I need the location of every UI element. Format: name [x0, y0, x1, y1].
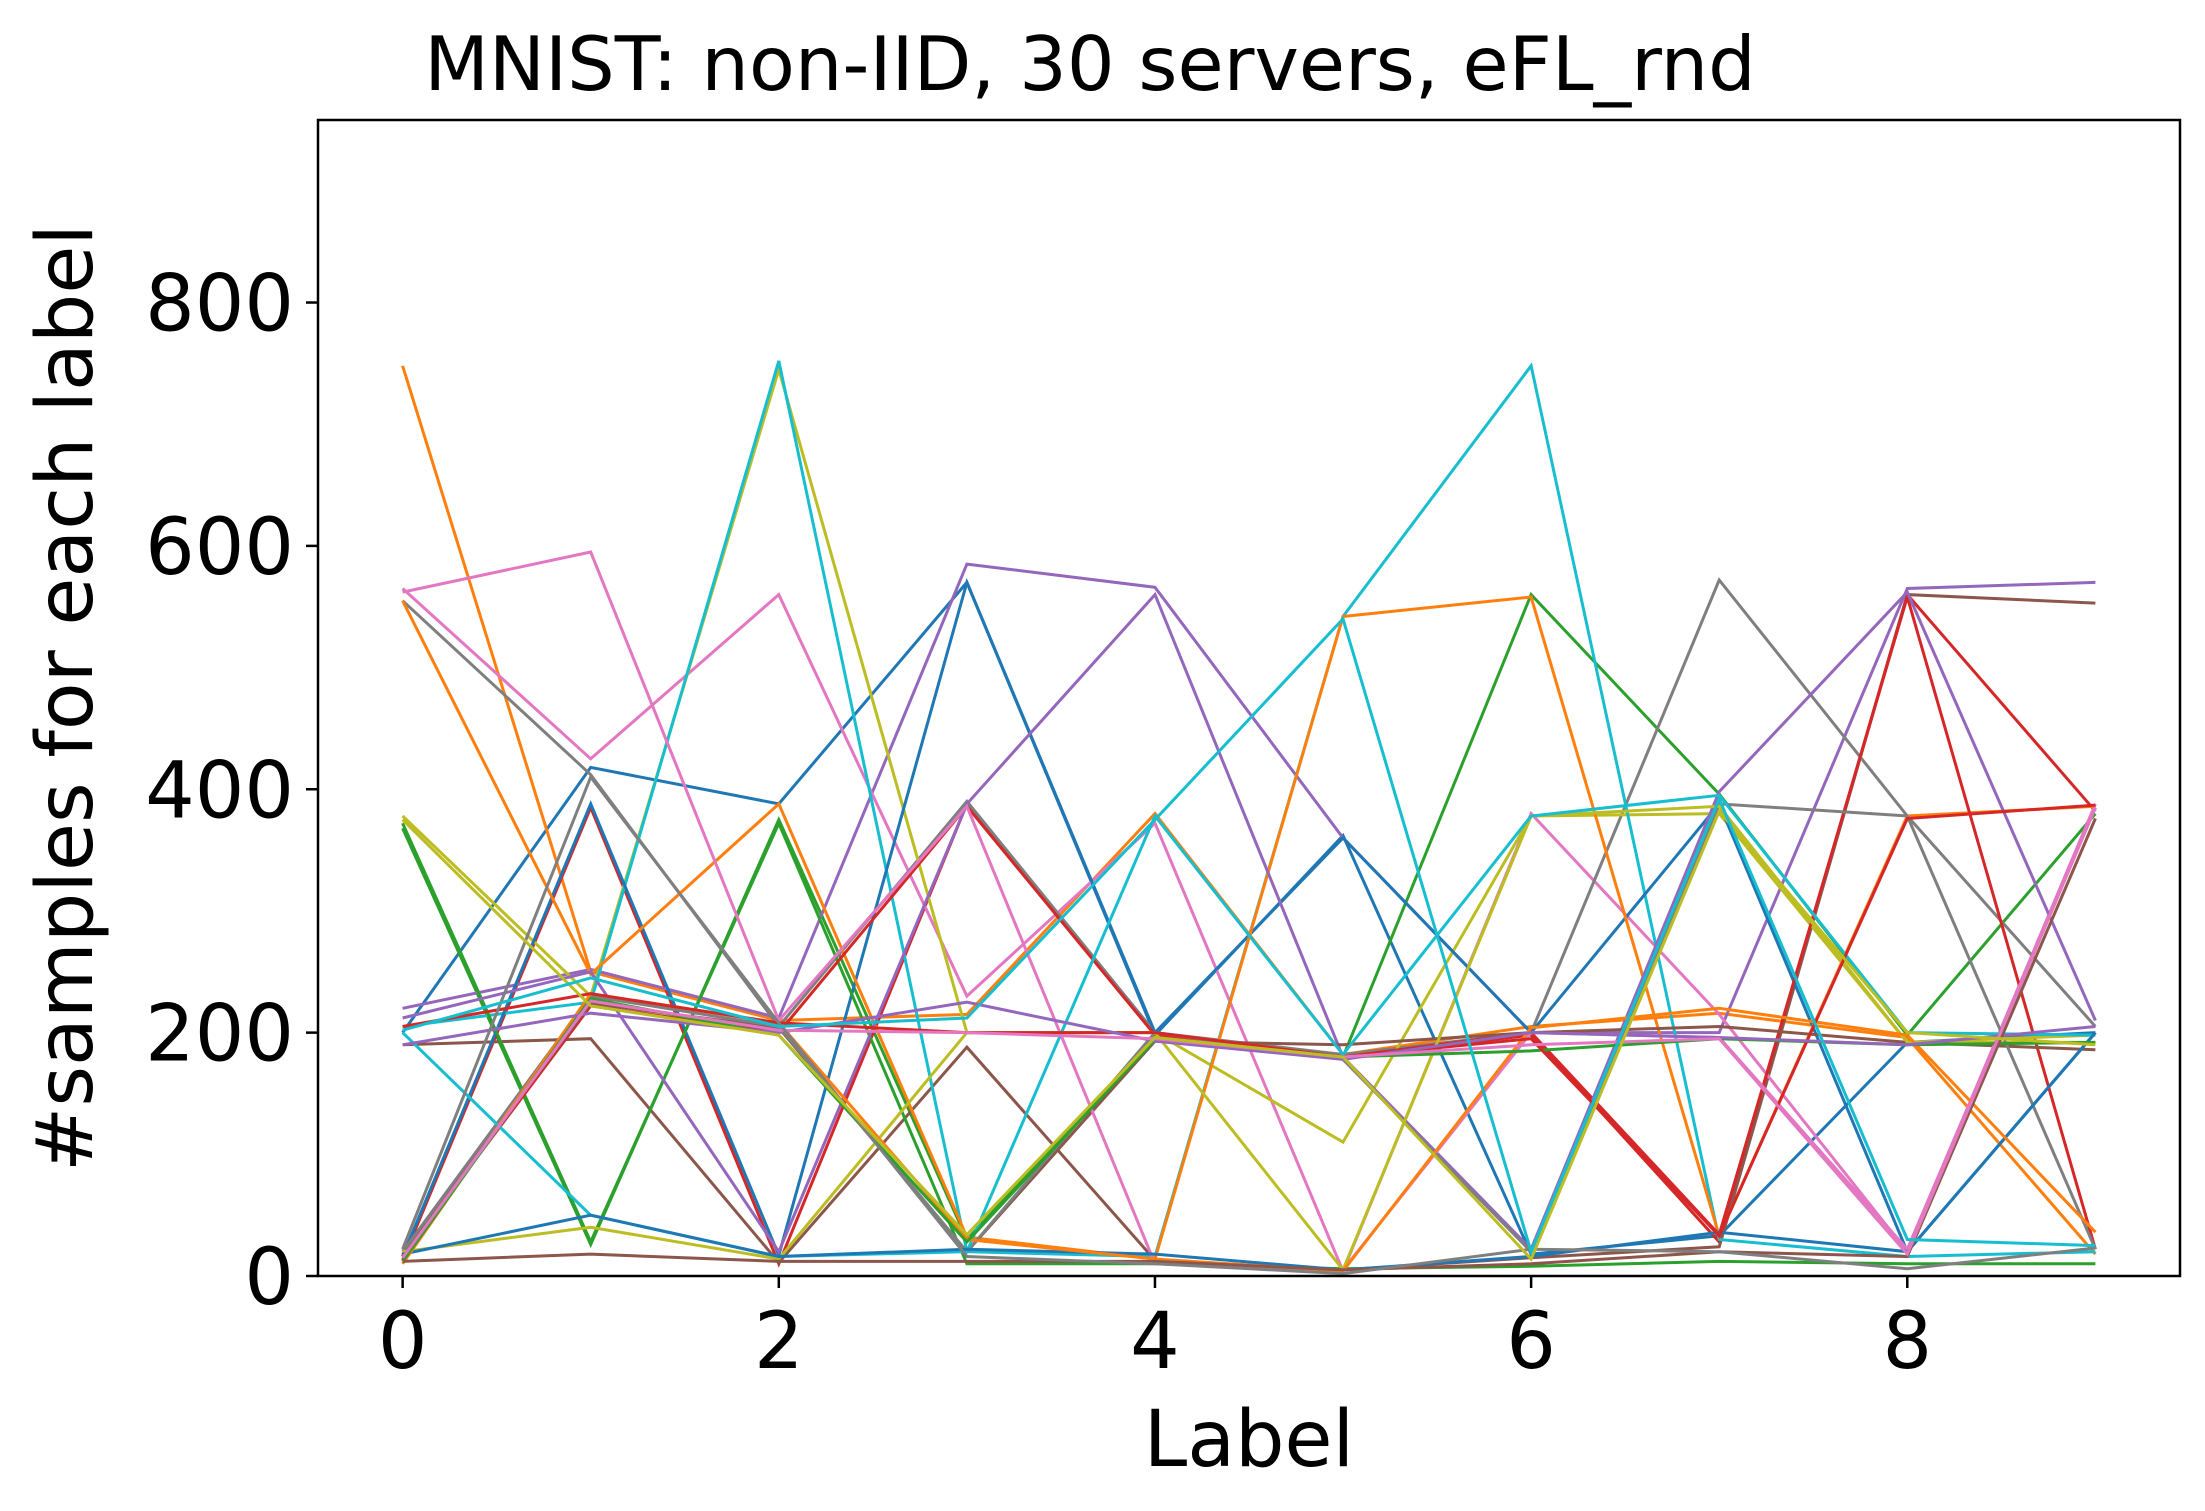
series-line-15: [402, 589, 2097, 1255]
plot-frame: [316, 118, 2182, 1278]
y-axis: 0 200 400 600 800: [145, 260, 318, 1323]
series-layer: [401, 360, 2097, 1276]
x-tick-label: 4: [1130, 1297, 1180, 1387]
series-line-19: [402, 804, 2096, 1273]
series-line-25: [402, 1000, 2096, 1061]
x-axis: 0 2 4 6 8: [378, 1276, 1932, 1387]
x-tick-label: 0: [378, 1297, 428, 1387]
x-tick-label: 6: [1506, 1297, 1556, 1387]
series-line-28: [401, 774, 2096, 1276]
series-line-24: [402, 803, 2096, 1239]
x-axis-label: Label: [1144, 1395, 1354, 1485]
series-line-30: [402, 615, 2096, 1257]
y-tick-label: 400: [145, 746, 294, 836]
x-tick-label: 8: [1882, 1297, 1932, 1387]
series-line-29: [401, 808, 2096, 1262]
y-tick-label: 0: [244, 1233, 294, 1323]
y-tick-label: 600: [145, 503, 294, 593]
y-tick-label: 800: [145, 260, 294, 350]
y-axis-label: #samples for each label: [21, 224, 111, 1172]
y-tick-label: 200: [145, 990, 294, 1080]
x-tick-label: 2: [754, 1297, 804, 1387]
series-line-21: [402, 1031, 2097, 1272]
chart-title: MNIST: non-IID, 30 servers, eFL_rnd: [424, 20, 1756, 108]
series-line-26: [402, 817, 2097, 1272]
